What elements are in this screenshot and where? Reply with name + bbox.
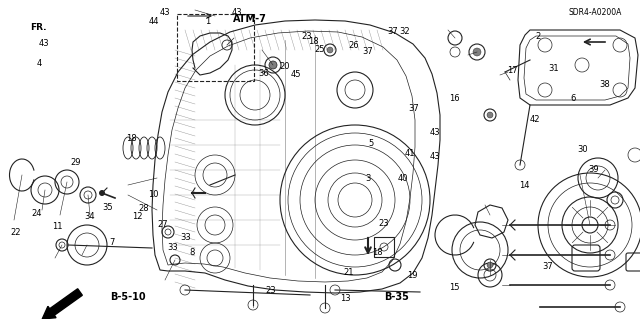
Text: 43: 43 <box>160 8 170 17</box>
Text: 7: 7 <box>109 238 115 247</box>
Text: 4: 4 <box>37 59 42 68</box>
Text: B-5-10: B-5-10 <box>110 292 146 302</box>
Text: 18: 18 <box>372 248 383 256</box>
Text: 27: 27 <box>157 220 168 229</box>
Text: 37: 37 <box>388 27 398 36</box>
Circle shape <box>269 61 277 69</box>
Text: 31: 31 <box>548 64 559 73</box>
Text: 37: 37 <box>542 262 552 271</box>
Text: 26: 26 <box>348 41 358 50</box>
Text: 33: 33 <box>168 243 178 252</box>
Text: 35: 35 <box>102 203 113 212</box>
Text: 24: 24 <box>31 209 42 218</box>
Text: 38: 38 <box>600 80 610 89</box>
Text: B-35: B-35 <box>385 292 409 302</box>
Text: 14: 14 <box>520 181 530 189</box>
Circle shape <box>487 262 493 268</box>
Text: FR.: FR. <box>30 23 47 32</box>
Text: 37: 37 <box>409 104 419 113</box>
Text: 34: 34 <box>84 212 95 221</box>
Text: 16: 16 <box>449 94 460 103</box>
Text: 25: 25 <box>315 45 325 54</box>
Text: 37: 37 <box>363 47 373 56</box>
Text: 39: 39 <box>588 165 598 174</box>
Text: 2: 2 <box>535 32 540 41</box>
Text: 19: 19 <box>408 271 418 280</box>
Text: 20: 20 <box>280 63 290 71</box>
Circle shape <box>99 190 105 196</box>
Text: 10: 10 <box>148 190 159 199</box>
Text: 3: 3 <box>365 174 371 183</box>
Text: 8: 8 <box>189 248 195 256</box>
Text: 15: 15 <box>449 283 460 292</box>
Text: 30: 30 <box>577 145 588 154</box>
Text: 43: 43 <box>430 128 440 137</box>
Text: 44: 44 <box>148 17 159 26</box>
Text: 18: 18 <box>126 134 136 143</box>
Text: ATM-7: ATM-7 <box>233 13 266 24</box>
Text: 11: 11 <box>52 222 63 231</box>
Text: 32: 32 <box>399 27 410 36</box>
Text: 12: 12 <box>132 212 143 221</box>
Text: 5: 5 <box>369 139 374 148</box>
Text: 41: 41 <box>404 149 415 158</box>
Circle shape <box>473 48 481 56</box>
Text: 23: 23 <box>302 32 312 41</box>
Text: 13: 13 <box>340 294 351 303</box>
Circle shape <box>327 47 333 53</box>
Text: 23: 23 <box>379 219 389 228</box>
Text: 40: 40 <box>398 174 408 183</box>
Text: 1: 1 <box>205 17 211 26</box>
Circle shape <box>487 112 493 118</box>
Text: 42: 42 <box>529 115 540 124</box>
Text: 21: 21 <box>344 268 354 277</box>
Text: 43: 43 <box>38 39 49 48</box>
Text: 22: 22 <box>11 228 21 237</box>
Text: 45: 45 <box>291 70 301 79</box>
Text: 6: 6 <box>570 94 575 103</box>
Text: 43: 43 <box>430 152 440 161</box>
Text: SDR4-A0200A: SDR4-A0200A <box>568 8 622 17</box>
Text: 23: 23 <box>266 286 276 295</box>
Text: 43: 43 <box>232 8 242 17</box>
Text: 36: 36 <box>259 69 269 78</box>
Text: 17: 17 <box>507 66 517 75</box>
Text: 29: 29 <box>70 158 81 167</box>
Text: 33: 33 <box>180 233 191 242</box>
FancyArrow shape <box>42 289 83 319</box>
Text: 28: 28 <box>139 204 149 213</box>
Text: 18: 18 <box>308 37 319 46</box>
